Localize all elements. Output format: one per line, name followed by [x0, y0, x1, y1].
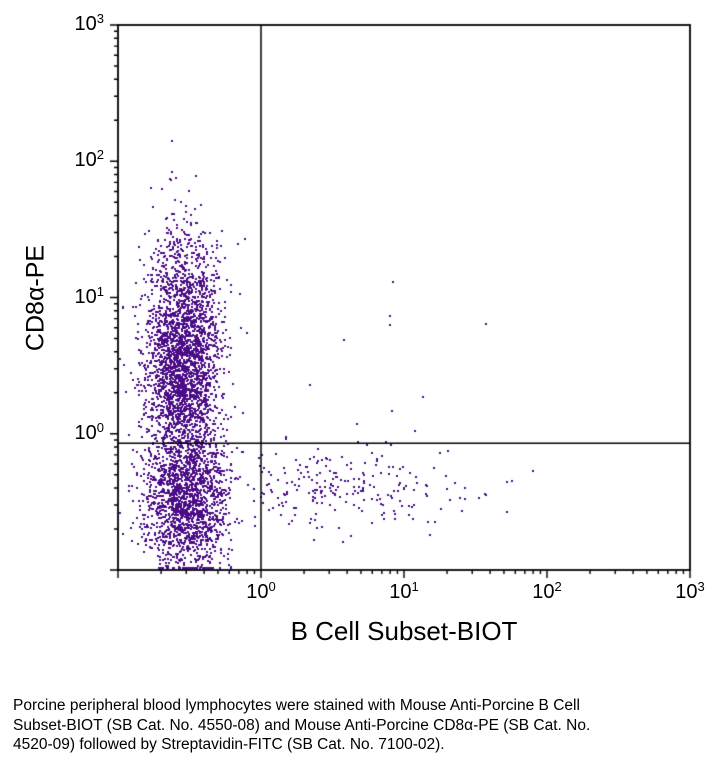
x-tick-label-10e3: 103: [675, 579, 705, 603]
figure-caption: Porcine peripheral blood lymphocytes wer…: [13, 697, 591, 753]
x-axis-title: B Cell Subset-BIOT: [290, 616, 518, 646]
x-tick-label-10e0: 100: [246, 579, 276, 603]
y-tick-label-10e3: 103: [74, 11, 104, 35]
y-tick-label-10e0: 100: [74, 419, 104, 444]
x-tick-label-10e2: 102: [532, 579, 562, 603]
y-tick-label-10e1: 101: [74, 283, 104, 308]
x-tick-label-10e1: 101: [389, 579, 419, 603]
y-axis-title: CD8α-PE: [21, 244, 50, 352]
y-tick-label-10e2: 102: [74, 147, 104, 172]
